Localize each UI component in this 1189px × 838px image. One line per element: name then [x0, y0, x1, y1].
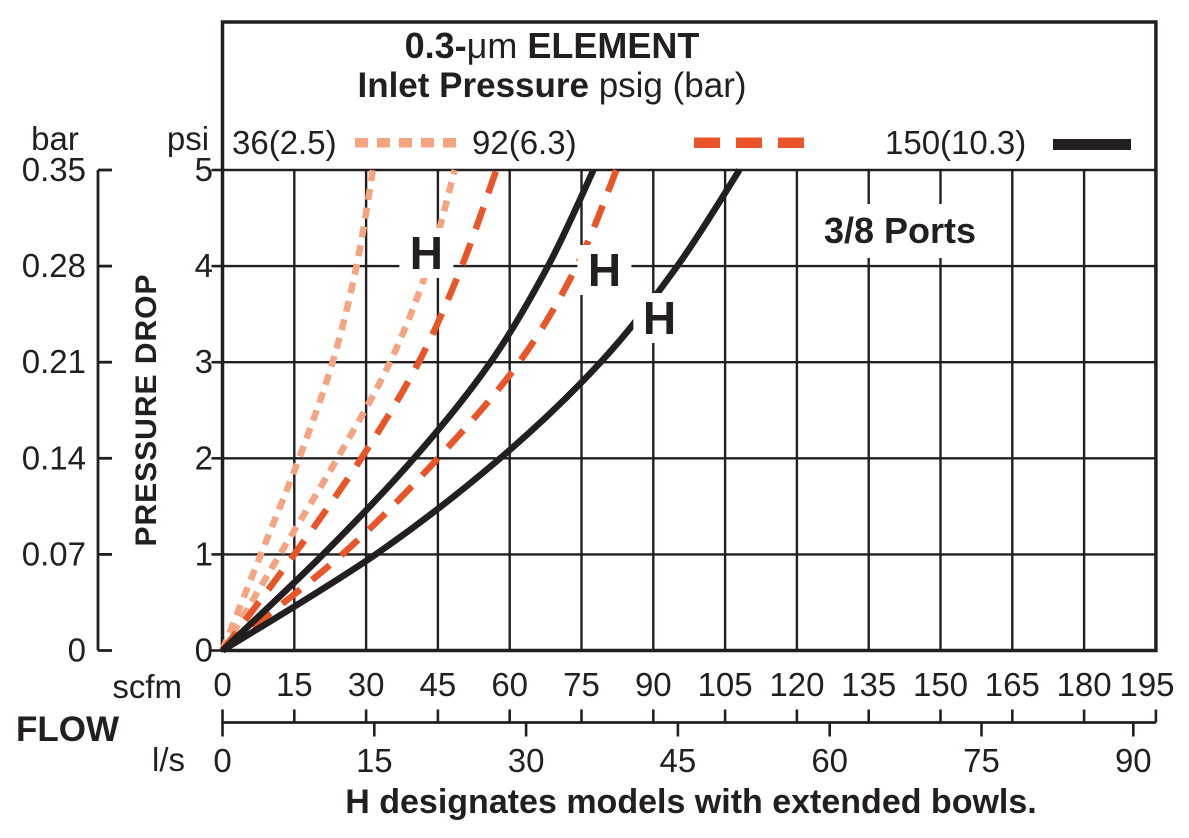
- legend-swatch-dotted: [443, 138, 456, 148]
- ports-annotation: 3/8 Ports: [807, 204, 993, 258]
- scfm-tick-label: 75: [563, 666, 600, 703]
- ls-unit-label: l/s: [152, 741, 185, 778]
- h-model-marker: H: [399, 227, 454, 278]
- legend-label: 36(2.5): [232, 124, 337, 161]
- y-axis-title: PRESSURE DROP: [130, 273, 163, 547]
- plot-frame: [220, 20, 1158, 653]
- psi-tick-label: 3: [195, 343, 213, 380]
- ls-tick-label: 30: [508, 742, 545, 779]
- ls-tick-label: 75: [963, 742, 1000, 779]
- bar-tick-label: 0.14: [22, 439, 86, 476]
- scfm-tick-label: 30: [348, 666, 385, 703]
- curve-150-10-3-h: [220, 168, 743, 654]
- scfm-tick-label: 45: [420, 666, 457, 703]
- legend-swatch-dashed: [778, 137, 804, 148]
- ls-tick-label: 45: [660, 742, 697, 779]
- chart-subtitle: Inlet Pressure psig (bar): [357, 66, 747, 106]
- psi-tick-label: 2: [195, 439, 213, 476]
- scfm-tick-label: 180: [1057, 666, 1112, 703]
- scfm-tick-label: 105: [698, 666, 753, 703]
- legend-swatch-dotted: [355, 138, 368, 148]
- curve-150-10-3-standard: [220, 168, 597, 653]
- scfm-tick-label: 0: [213, 666, 231, 703]
- legend-label: 92(6.3): [472, 124, 577, 161]
- psi-tick-label: 5: [195, 151, 213, 188]
- bar-unit-label: bar: [31, 120, 79, 157]
- scfm-tick-label: 165: [985, 666, 1040, 703]
- scfm-tick-label: 150: [913, 666, 968, 703]
- h-model-marker: H: [632, 292, 687, 343]
- ls-tick-label: 15: [356, 742, 393, 779]
- psi-unit-label: psi: [166, 120, 210, 157]
- bar-tick-label: 0.07: [22, 535, 86, 572]
- ls-tick-label: 0: [213, 742, 231, 779]
- curve-36-2-5-standard: [219, 169, 377, 652]
- legend-swatch-dotted: [399, 138, 412, 148]
- x-axis-title: FLOW: [16, 710, 120, 749]
- psi-tick-label: 0: [195, 632, 213, 669]
- chart-title-block: 0.3-μm ELEMENT Inlet Pressure psig (bar): [222, 25, 882, 106]
- legend-label: 150(10.3): [885, 124, 1026, 161]
- bar-tick-label: 0.35: [22, 151, 86, 188]
- scfm-tick-label: 135: [841, 666, 896, 703]
- legend-swatch-dashed: [694, 137, 720, 148]
- psi-tick-label: 4: [195, 247, 213, 284]
- bar-tick-label: 0.21: [22, 343, 86, 380]
- scfm-unit-label: scfm: [112, 668, 182, 705]
- scfm-tick-label: 195: [1119, 666, 1174, 703]
- scfm-tick-label: 120: [769, 666, 824, 703]
- legend-swatch-dotted: [421, 138, 434, 148]
- scfm-tick-label: 15: [276, 666, 313, 703]
- chart-caption: H designates models with extended bowls.: [345, 783, 1037, 821]
- scfm-tick-label: 90: [635, 666, 672, 703]
- legend-swatch-solid: [1053, 139, 1131, 150]
- curve-92-6-3-standard: [219, 168, 500, 653]
- bar-tick-label: 0.28: [22, 247, 86, 284]
- legend-swatch-dotted: [377, 138, 390, 148]
- h-model-marker: H: [577, 244, 632, 295]
- psi-tick-label: 1: [195, 535, 213, 572]
- bar-tick-label: 0: [68, 632, 86, 669]
- ls-tick-label: 60: [811, 742, 848, 779]
- scfm-tick-label: 60: [491, 666, 528, 703]
- legend-swatch-dashed: [736, 137, 762, 148]
- ls-tick-label: 90: [1115, 742, 1152, 779]
- chart-title: 0.3-μm ELEMENT: [404, 25, 700, 66]
